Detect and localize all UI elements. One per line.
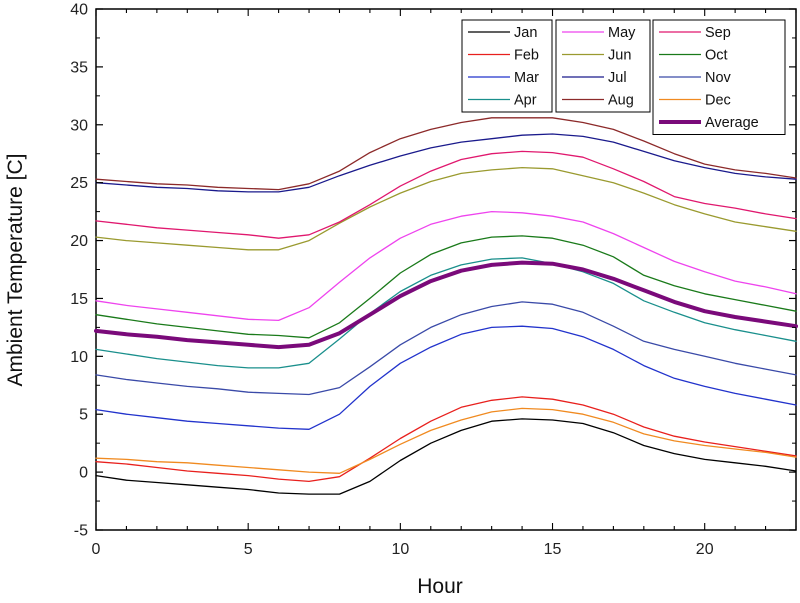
series-line-jul — [95, 133, 797, 193]
legend-label: Jul — [608, 70, 627, 86]
series-line-oct — [95, 235, 797, 339]
x-tick-label: 15 — [544, 541, 562, 558]
y-tick-label: 40 — [70, 2, 88, 19]
legend-label: Aug — [608, 93, 634, 109]
series-line-may — [95, 210, 797, 322]
y-tick-label: 0 — [79, 465, 88, 482]
x-tick-label: 10 — [391, 541, 409, 558]
legend-box — [461, 19, 553, 113]
y-tick-label: 10 — [70, 349, 88, 366]
legend-label: Sep — [705, 25, 731, 41]
legend-label: May — [608, 25, 636, 41]
legend-box — [555, 19, 651, 113]
x-tick-label: 0 — [92, 541, 101, 558]
y-tick-label: -5 — [74, 523, 88, 540]
legend-label: Jan — [514, 25, 537, 41]
series-line-jan — [95, 418, 797, 495]
legend: Jan Feb Mar Apr May Jun Jul Aug Sep Oct Nov Dec Aver… — [461, 19, 786, 135]
legend-label: Apr — [514, 93, 537, 109]
y-tick-label: 5 — [79, 407, 88, 424]
legend-label: Nov — [705, 70, 732, 86]
x-tick-label: 20 — [696, 541, 714, 558]
series-line-nov — [95, 301, 797, 396]
series-line-mar — [95, 325, 797, 430]
series-line-average — [94, 260, 798, 350]
series-line-jun — [95, 166, 797, 251]
y-tick-label: 25 — [70, 175, 88, 192]
series-line-dec — [95, 407, 797, 474]
legend-label: Oct — [705, 48, 728, 64]
series-line-sep — [95, 150, 797, 239]
series-line-apr — [95, 257, 797, 369]
legend-label: Jun — [608, 48, 631, 64]
x-tick-label: 5 — [244, 541, 253, 558]
legend-label: Average — [705, 115, 759, 131]
series-line-aug — [95, 117, 797, 191]
y-tick-label: 20 — [70, 233, 88, 250]
legend-label: Dec — [705, 93, 731, 109]
y-tick-label: 15 — [70, 291, 88, 308]
series-layer — [94, 117, 798, 495]
legend-label: Feb — [514, 48, 539, 64]
x-axis-title: Hour — [417, 575, 463, 598]
y-tick-label: 35 — [70, 59, 88, 76]
legend-label: Mar — [514, 70, 539, 86]
y-axis-title: Ambient Temperature [C] — [4, 153, 27, 386]
series-line-feb — [95, 396, 797, 483]
y-tick-label: 30 — [70, 117, 88, 134]
